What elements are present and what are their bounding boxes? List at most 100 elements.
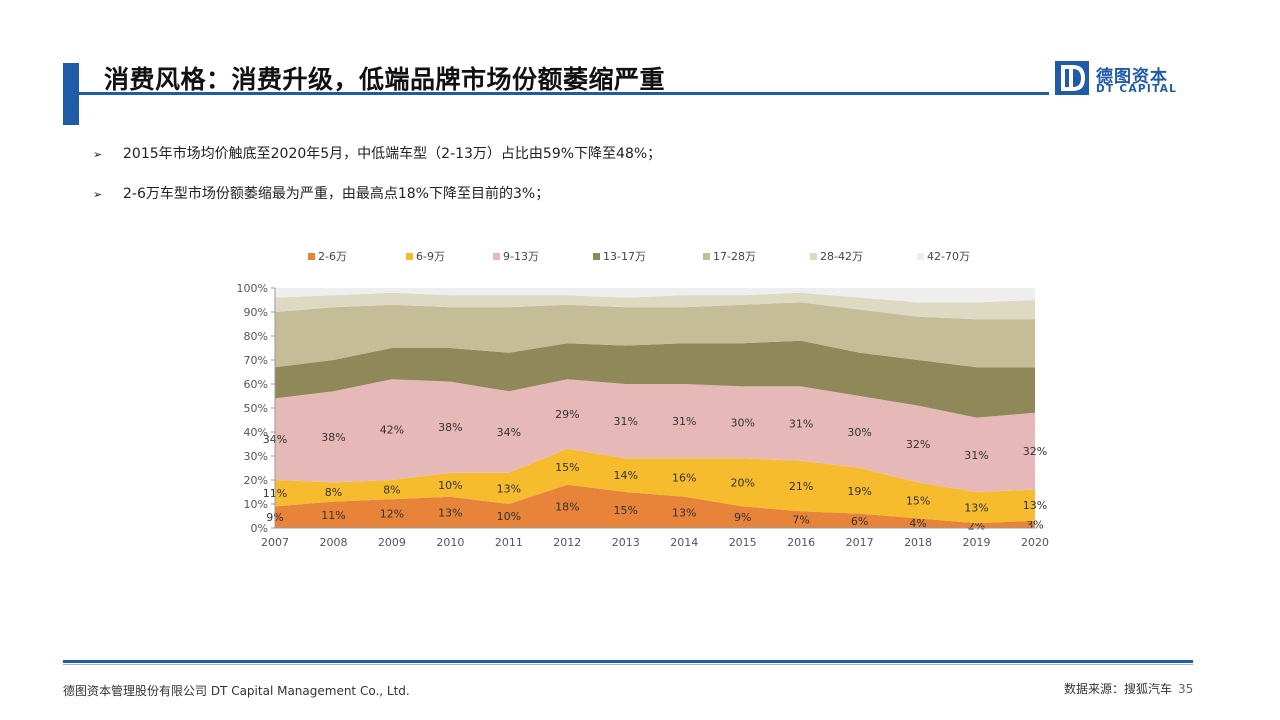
legend-swatch	[308, 253, 315, 260]
data-label: 31%	[789, 418, 813, 431]
data-label: 6%	[851, 515, 868, 528]
y-tick-label: 60%	[244, 378, 268, 391]
footer-company: 德图资本管理股份有限公司 DT Capital Management Co., …	[63, 684, 410, 698]
data-label: 11%	[321, 509, 345, 522]
y-tick-label: 50%	[244, 402, 268, 415]
area-series	[275, 288, 1035, 303]
logo-english-name: DT CAPITAL	[1096, 83, 1178, 95]
data-label: 13%	[672, 506, 696, 519]
legend-label: 28-42万	[820, 250, 863, 263]
x-tick-label: 2019	[963, 536, 991, 549]
footer-source: 数据来源：搜狐汽车 35	[1064, 680, 1193, 697]
legend-swatch	[406, 253, 413, 260]
data-label: 29%	[555, 408, 579, 421]
data-label: 38%	[438, 421, 462, 434]
data-label: 13%	[1023, 499, 1047, 512]
data-label: 21%	[789, 480, 813, 493]
legend-label: 9-13万	[503, 250, 539, 263]
bullet-item: ➢ 2015年市场均价触底至2020年5月，中低端车型（2-13万）占比由59%下…	[93, 143, 661, 163]
data-label: 7%	[792, 514, 809, 527]
x-tick-label: 2008	[319, 536, 347, 549]
footer-divider	[63, 660, 1193, 663]
data-label: 42%	[380, 424, 404, 437]
arrow-bullet-icon: ➢	[93, 148, 103, 161]
legend-label: 2-6万	[318, 250, 347, 263]
x-tick-label: 2016	[787, 536, 815, 549]
page-number: 35	[1178, 682, 1194, 696]
legend-label: 13-17万	[603, 250, 646, 263]
data-label: 38%	[321, 431, 345, 444]
data-label: 13%	[964, 502, 988, 515]
data-label: 20%	[730, 476, 754, 489]
legend-swatch	[593, 253, 600, 260]
data-label: 13%	[438, 506, 462, 519]
data-label: 8%	[325, 486, 342, 499]
footer-divider-thin	[63, 664, 1193, 665]
area-series	[275, 448, 1035, 524]
bullet-item: ➢ 2-6万车型市场份额萎缩最为严重，由最高点18%下降至目前的3%；	[93, 183, 549, 203]
y-tick-label: 70%	[244, 354, 268, 367]
bullet-text: 2015年市场均价触底至2020年5月，中低端车型（2-13万）占比由59%下降…	[123, 146, 662, 162]
area-series	[275, 302, 1035, 368]
title-accent-bar	[63, 63, 79, 125]
data-label: 4%	[909, 517, 926, 530]
y-tick-label: 100%	[237, 282, 268, 295]
data-label: 18%	[555, 500, 579, 513]
x-tick-label: 2013	[612, 536, 640, 549]
y-tick-label: 40%	[244, 426, 268, 439]
data-label: 31%	[672, 415, 696, 428]
stacked-area-chart: 2-6万 6-9万 9-13万 13-17万 17-28万 28-42万 42-70万 9% 1…	[220, 240, 1070, 560]
legend-label: 42-70万	[927, 250, 970, 263]
logo-mark-icon	[1055, 61, 1089, 95]
x-tick-label: 2010	[436, 536, 464, 549]
y-tick-label: 30%	[244, 450, 268, 463]
legend-swatch	[493, 253, 500, 260]
area-series	[275, 484, 1035, 528]
x-tick-label: 2020	[1021, 536, 1049, 549]
x-tick-label: 2011	[495, 536, 523, 549]
legend-label: 6-9万	[416, 250, 445, 263]
legend-swatch	[810, 253, 817, 260]
legend-swatch	[917, 253, 924, 260]
title-underline	[79, 92, 1049, 95]
data-label: 15%	[555, 461, 579, 474]
area-series	[275, 379, 1035, 492]
data-label: 30%	[730, 416, 754, 429]
data-label: 13%	[497, 482, 521, 495]
legend-label: 17-28万	[713, 250, 756, 263]
data-label: 14%	[614, 469, 638, 482]
y-tick-label: 90%	[244, 306, 268, 319]
data-label: 16%	[672, 472, 696, 485]
bullet-text: 2-6万车型市场份额萎缩最为严重，由最高点18%下降至目前的3%；	[123, 186, 550, 202]
y-tick-label: 10%	[244, 498, 268, 511]
data-label: 31%	[964, 449, 988, 462]
data-label: 15%	[614, 504, 638, 517]
chart-canvas: 2-6万 6-9万 9-13万 13-17万 17-28万 28-42万 42-70万 9% 1…	[237, 250, 1049, 549]
data-label: 12%	[380, 508, 404, 521]
company-logo: 德图资本 DT CAPITAL	[1055, 61, 1180, 97]
data-label: 32%	[906, 438, 930, 451]
arrow-bullet-icon: ➢	[93, 188, 103, 201]
area-series	[275, 292, 1035, 320]
x-tick-label: 2014	[670, 536, 698, 549]
data-label: 15%	[906, 494, 930, 507]
source-text: 数据来源：搜狐汽车	[1064, 682, 1173, 696]
y-tick-label: 80%	[244, 330, 268, 343]
data-label: 30%	[847, 426, 871, 439]
data-label: 9%	[734, 511, 751, 524]
x-tick-label: 2018	[904, 536, 932, 549]
data-label: 10%	[497, 510, 521, 523]
data-label: 19%	[847, 485, 871, 498]
x-tick-label: 2009	[378, 536, 406, 549]
legend-swatch	[703, 253, 710, 260]
data-label: 8%	[383, 484, 400, 497]
y-tick-label: 20%	[244, 474, 268, 487]
x-tick-label: 2017	[846, 536, 874, 549]
x-tick-label: 2012	[553, 536, 581, 549]
x-tick-label: 2007	[261, 536, 289, 549]
area-series	[275, 340, 1035, 418]
page-title: 消费风格：消费升级，低端品牌市场份额萎缩严重	[104, 65, 666, 94]
data-label: 31%	[614, 415, 638, 428]
y-tick-label: 0%	[251, 522, 268, 535]
logo-chinese-name: 德图资本	[1096, 67, 1168, 87]
